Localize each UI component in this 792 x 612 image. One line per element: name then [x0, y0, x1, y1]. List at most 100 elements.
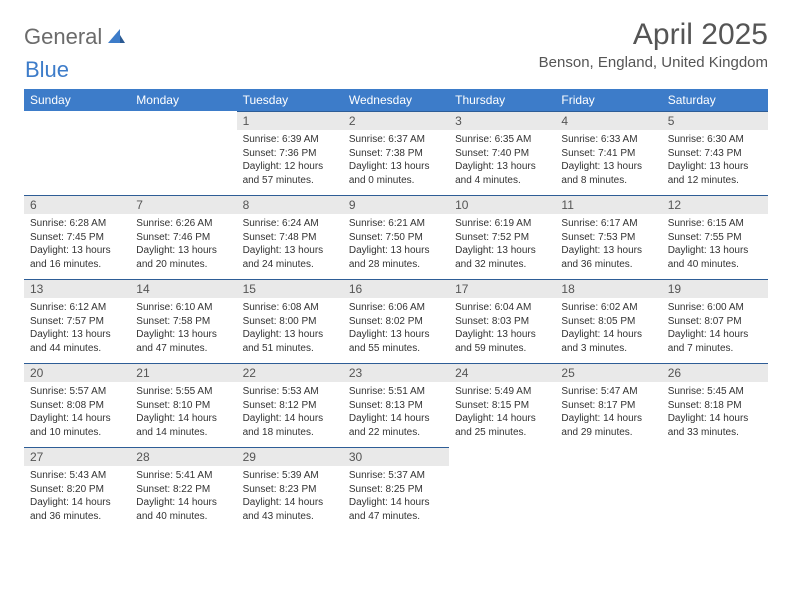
weekday-header: Sunday — [24, 89, 130, 111]
day-number: 16 — [343, 279, 449, 298]
calendar-cell: 8Sunrise: 6:24 AMSunset: 7:48 PMDaylight… — [237, 195, 343, 279]
day-number: 13 — [24, 279, 130, 298]
day-body: Sunrise: 6:39 AMSunset: 7:36 PMDaylight:… — [237, 130, 343, 191]
day-number: 1 — [237, 111, 343, 130]
day-body: Sunrise: 6:17 AMSunset: 7:53 PMDaylight:… — [555, 214, 661, 275]
calendar-page: General April 2025 Benson, England, Unit… — [0, 0, 792, 541]
day-body: Sunrise: 6:33 AMSunset: 7:41 PMDaylight:… — [555, 130, 661, 191]
day-number: 19 — [662, 279, 768, 298]
day-number: 5 — [662, 111, 768, 130]
day-number: 9 — [343, 195, 449, 214]
calendar-cell: 6Sunrise: 6:28 AMSunset: 7:45 PMDaylight… — [24, 195, 130, 279]
calendar-cell: 3Sunrise: 6:35 AMSunset: 7:40 PMDaylight… — [449, 111, 555, 195]
logo: General — [24, 18, 128, 50]
day-body: Sunrise: 6:04 AMSunset: 8:03 PMDaylight:… — [449, 298, 555, 359]
day-number: 29 — [237, 447, 343, 466]
calendar-week-row: 27Sunrise: 5:43 AMSunset: 8:20 PMDayligh… — [24, 447, 768, 531]
calendar-cell: 29Sunrise: 5:39 AMSunset: 8:23 PMDayligh… — [237, 447, 343, 531]
day-body: Sunrise: 6:35 AMSunset: 7:40 PMDaylight:… — [449, 130, 555, 191]
calendar-table: Sunday Monday Tuesday Wednesday Thursday… — [24, 89, 768, 531]
calendar-cell: 5Sunrise: 6:30 AMSunset: 7:43 PMDaylight… — [662, 111, 768, 195]
calendar-cell: 9Sunrise: 6:21 AMSunset: 7:50 PMDaylight… — [343, 195, 449, 279]
calendar-cell: 25Sunrise: 5:47 AMSunset: 8:17 PMDayligh… — [555, 363, 661, 447]
calendar-cell: 28Sunrise: 5:41 AMSunset: 8:22 PMDayligh… — [130, 447, 236, 531]
calendar-cell: 26Sunrise: 5:45 AMSunset: 8:18 PMDayligh… — [662, 363, 768, 447]
weekday-header: Saturday — [662, 89, 768, 111]
calendar-cell: 20Sunrise: 5:57 AMSunset: 8:08 PMDayligh… — [24, 363, 130, 447]
day-body: Sunrise: 5:49 AMSunset: 8:15 PMDaylight:… — [449, 382, 555, 443]
logo-sail-icon — [106, 27, 126, 48]
day-number: 11 — [555, 195, 661, 214]
day-body: Sunrise: 6:12 AMSunset: 7:57 PMDaylight:… — [24, 298, 130, 359]
calendar-cell: 15Sunrise: 6:08 AMSunset: 8:00 PMDayligh… — [237, 279, 343, 363]
calendar-cell: 2Sunrise: 6:37 AMSunset: 7:38 PMDaylight… — [343, 111, 449, 195]
day-body: Sunrise: 5:43 AMSunset: 8:20 PMDaylight:… — [24, 466, 130, 527]
day-number: 12 — [662, 195, 768, 214]
calendar-cell: 10Sunrise: 6:19 AMSunset: 7:52 PMDayligh… — [449, 195, 555, 279]
day-number: 24 — [449, 363, 555, 382]
day-body: Sunrise: 6:00 AMSunset: 8:07 PMDaylight:… — [662, 298, 768, 359]
calendar-cell: 4Sunrise: 6:33 AMSunset: 7:41 PMDaylight… — [555, 111, 661, 195]
month-title: April 2025 — [539, 18, 768, 52]
day-number: 15 — [237, 279, 343, 298]
day-body: Sunrise: 5:47 AMSunset: 8:17 PMDaylight:… — [555, 382, 661, 443]
day-body: Sunrise: 5:41 AMSunset: 8:22 PMDaylight:… — [130, 466, 236, 527]
day-body: Sunrise: 6:08 AMSunset: 8:00 PMDaylight:… — [237, 298, 343, 359]
day-body: Sunrise: 6:21 AMSunset: 7:50 PMDaylight:… — [343, 214, 449, 275]
calendar-cell: 17Sunrise: 6:04 AMSunset: 8:03 PMDayligh… — [449, 279, 555, 363]
calendar-week-row: 6Sunrise: 6:28 AMSunset: 7:45 PMDaylight… — [24, 195, 768, 279]
day-number: 17 — [449, 279, 555, 298]
calendar-week-row: 13Sunrise: 6:12 AMSunset: 7:57 PMDayligh… — [24, 279, 768, 363]
day-body: Sunrise: 5:39 AMSunset: 8:23 PMDaylight:… — [237, 466, 343, 527]
calendar-cell: 7Sunrise: 6:26 AMSunset: 7:46 PMDaylight… — [130, 195, 236, 279]
calendar-cell: 30Sunrise: 5:37 AMSunset: 8:25 PMDayligh… — [343, 447, 449, 531]
calendar-cell: 13Sunrise: 6:12 AMSunset: 7:57 PMDayligh… — [24, 279, 130, 363]
day-number: 25 — [555, 363, 661, 382]
weekday-header: Monday — [130, 89, 236, 111]
day-number: 27 — [24, 447, 130, 466]
day-number: 30 — [343, 447, 449, 466]
day-number: 14 — [130, 279, 236, 298]
calendar-cell: 11Sunrise: 6:17 AMSunset: 7:53 PMDayligh… — [555, 195, 661, 279]
logo-text-blue: Blue — [25, 57, 69, 82]
calendar-cell — [662, 447, 768, 531]
day-body: Sunrise: 6:26 AMSunset: 7:46 PMDaylight:… — [130, 214, 236, 275]
calendar-cell — [24, 111, 130, 195]
day-number: 4 — [555, 111, 661, 130]
day-number: 8 — [237, 195, 343, 214]
day-body: Sunrise: 6:10 AMSunset: 7:58 PMDaylight:… — [130, 298, 236, 359]
calendar-week-row: 1Sunrise: 6:39 AMSunset: 7:36 PMDaylight… — [24, 111, 768, 195]
day-number: 23 — [343, 363, 449, 382]
day-number: 7 — [130, 195, 236, 214]
day-body: Sunrise: 6:37 AMSunset: 7:38 PMDaylight:… — [343, 130, 449, 191]
calendar-cell: 22Sunrise: 5:53 AMSunset: 8:12 PMDayligh… — [237, 363, 343, 447]
day-number: 6 — [24, 195, 130, 214]
weekday-header: Tuesday — [237, 89, 343, 111]
day-body: Sunrise: 5:45 AMSunset: 8:18 PMDaylight:… — [662, 382, 768, 443]
day-number: 10 — [449, 195, 555, 214]
weekday-header-row: Sunday Monday Tuesday Wednesday Thursday… — [24, 89, 768, 111]
calendar-cell — [555, 447, 661, 531]
day-body: Sunrise: 5:55 AMSunset: 8:10 PMDaylight:… — [130, 382, 236, 443]
day-body: Sunrise: 5:53 AMSunset: 8:12 PMDaylight:… — [237, 382, 343, 443]
day-body: Sunrise: 6:30 AMSunset: 7:43 PMDaylight:… — [662, 130, 768, 191]
day-number: 28 — [130, 447, 236, 466]
weekday-header: Thursday — [449, 89, 555, 111]
day-body: Sunrise: 6:19 AMSunset: 7:52 PMDaylight:… — [449, 214, 555, 275]
day-body: Sunrise: 5:57 AMSunset: 8:08 PMDaylight:… — [24, 382, 130, 443]
calendar-cell: 12Sunrise: 6:15 AMSunset: 7:55 PMDayligh… — [662, 195, 768, 279]
day-body: Sunrise: 6:28 AMSunset: 7:45 PMDaylight:… — [24, 214, 130, 275]
day-number: 21 — [130, 363, 236, 382]
day-body: Sunrise: 6:24 AMSunset: 7:48 PMDaylight:… — [237, 214, 343, 275]
day-body: Sunrise: 6:15 AMSunset: 7:55 PMDaylight:… — [662, 214, 768, 275]
calendar-cell: 16Sunrise: 6:06 AMSunset: 8:02 PMDayligh… — [343, 279, 449, 363]
calendar-cell: 24Sunrise: 5:49 AMSunset: 8:15 PMDayligh… — [449, 363, 555, 447]
day-number: 26 — [662, 363, 768, 382]
calendar-cell: 19Sunrise: 6:00 AMSunset: 8:07 PMDayligh… — [662, 279, 768, 363]
calendar-cell: 27Sunrise: 5:43 AMSunset: 8:20 PMDayligh… — [24, 447, 130, 531]
calendar-cell: 21Sunrise: 5:55 AMSunset: 8:10 PMDayligh… — [130, 363, 236, 447]
day-body: Sunrise: 6:02 AMSunset: 8:05 PMDaylight:… — [555, 298, 661, 359]
day-body: Sunrise: 6:06 AMSunset: 8:02 PMDaylight:… — [343, 298, 449, 359]
logo-text-general: General — [24, 24, 102, 50]
calendar-cell — [130, 111, 236, 195]
